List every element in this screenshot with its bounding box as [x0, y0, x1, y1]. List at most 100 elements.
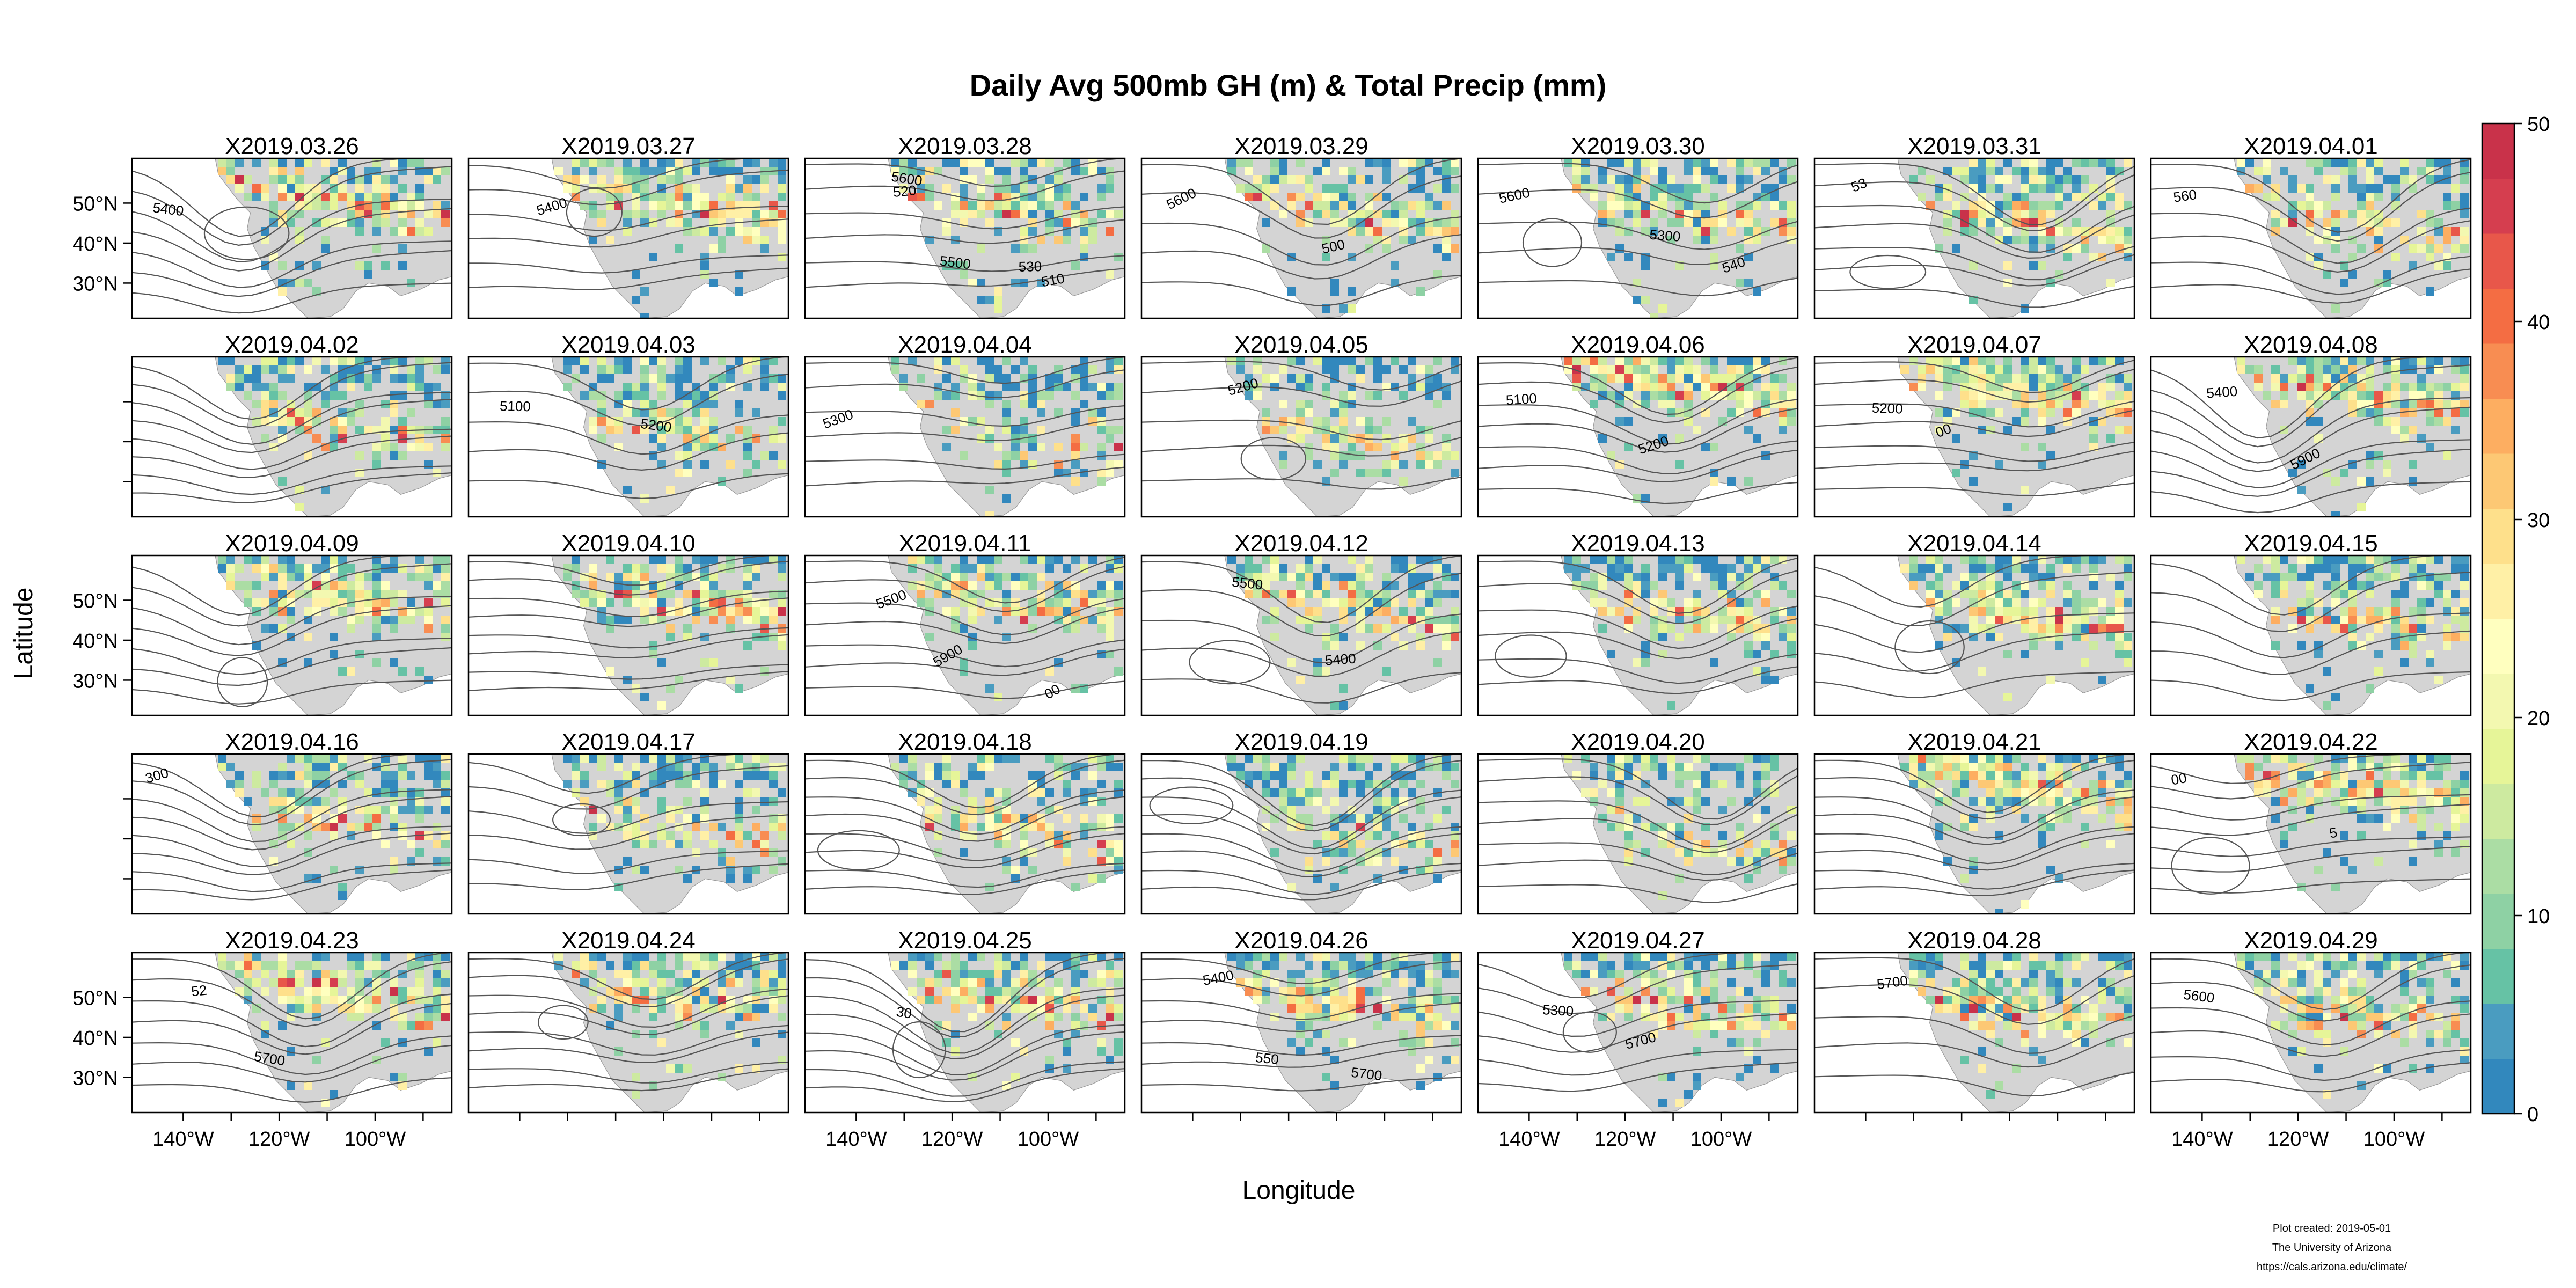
precip-cell [347, 961, 355, 970]
precip-cell [1986, 218, 1995, 227]
precip-cell [424, 831, 433, 840]
precip-cell [1270, 374, 1279, 383]
precip-cell [2417, 555, 2426, 564]
precip-cell [1615, 788, 1624, 797]
precip-cell [441, 788, 450, 797]
precip-cell [2400, 616, 2409, 624]
precip-cell [433, 555, 441, 564]
precip-cell [1348, 357, 1356, 365]
precip-cell [1356, 814, 1365, 823]
precip-cell [1433, 460, 1442, 469]
precip-cell [1425, 451, 1433, 460]
precip-cell [1408, 158, 1416, 167]
gh-contour-line [1141, 555, 1461, 623]
precip-cell [330, 581, 338, 590]
precip-cell [398, 244, 407, 253]
precip-cell [372, 175, 381, 184]
precip-cell [2021, 780, 2029, 788]
precip-cell [2451, 814, 2460, 823]
precip-cell [1710, 158, 1718, 167]
gh-contour-line [1814, 482, 2134, 496]
precip-cell [1425, 607, 1433, 616]
precip-cell [2426, 658, 2434, 667]
precip-cell [441, 624, 450, 633]
precip-cell [398, 218, 407, 227]
precip-cell [1641, 650, 1650, 658]
precip-cell [657, 771, 666, 780]
precip-cell [572, 167, 580, 175]
gh-contour-line [805, 639, 1125, 668]
precip-cell [2443, 227, 2451, 236]
precip-cell [1365, 624, 1373, 633]
precip-cell [1633, 573, 1641, 581]
precip-cell [1779, 374, 1787, 383]
gh-contour-line [2151, 671, 2471, 701]
precip-cell [1693, 806, 1701, 814]
precip-cell [1287, 175, 1296, 184]
precip-cell [278, 823, 287, 831]
precip-cell [1330, 184, 1339, 193]
precip-cell [235, 564, 244, 573]
precip-cell [1641, 823, 1650, 831]
gh-contour-line [1478, 800, 1798, 848]
precip-cell [2263, 175, 2271, 184]
precip-cell [1779, 391, 1787, 400]
gh-contour-line [132, 166, 452, 246]
precip-cell [355, 400, 364, 408]
precip-cell [398, 590, 407, 598]
precip-cell [1701, 780, 1710, 788]
precip-cell [752, 193, 760, 201]
precip-cell [235, 365, 244, 374]
precip-cell [1305, 408, 1313, 417]
precip-cell [1305, 814, 1313, 823]
precip-cell [2280, 573, 2288, 581]
precip-cell [2409, 763, 2417, 771]
precip-cell [1020, 201, 1028, 210]
precip-cell [1002, 167, 1011, 175]
precip-cell [321, 564, 330, 573]
precip-cell [1114, 780, 1123, 788]
precip-cell [960, 365, 968, 374]
precip-cell [2391, 201, 2400, 210]
precip-cell [994, 693, 1002, 701]
precip-cell [1322, 210, 1330, 218]
precip-cell [960, 788, 968, 797]
precip-cell [1995, 374, 2003, 383]
precip-cell [330, 866, 338, 874]
gh-contour-line [1814, 862, 2134, 890]
precip-cell [2271, 780, 2280, 788]
precip-cell [1028, 244, 1037, 253]
precip-cell [2063, 167, 2072, 175]
precip-cell [355, 175, 364, 184]
precip-cell [424, 754, 433, 763]
precip-cell [2460, 236, 2469, 244]
precip-cell [1088, 848, 1097, 857]
precip-cell [2417, 244, 2426, 253]
precip-cell [2012, 607, 2021, 616]
precip-cell [718, 236, 726, 244]
precip-cell [2451, 616, 2460, 624]
panel-frame [467, 157, 789, 319]
precip-cell [2021, 365, 2029, 374]
panel-title: X2019.04.15 [2244, 530, 2378, 557]
gh-contour-line [1478, 408, 1798, 453]
precip-cell [1433, 814, 1442, 823]
precip-cell [1633, 365, 1641, 374]
precip-cell [649, 754, 657, 763]
precip-cell [1684, 831, 1693, 840]
precip-cell [778, 374, 786, 383]
precip-cell [2288, 564, 2297, 573]
precip-cell [1011, 754, 1020, 763]
precip-cell [760, 555, 769, 564]
precip-cell [675, 451, 683, 460]
precip-cell [1684, 193, 1693, 201]
precip-cell [2323, 175, 2331, 184]
precip-cell [415, 555, 424, 564]
precip-cell [441, 754, 450, 763]
precip-cell [2115, 590, 2124, 598]
precip-cell [1106, 624, 1114, 633]
precip-cell [1365, 175, 1373, 184]
precip-cell [1960, 788, 1969, 797]
precip-cell [1270, 848, 1279, 857]
precip-cell [2029, 365, 2038, 374]
